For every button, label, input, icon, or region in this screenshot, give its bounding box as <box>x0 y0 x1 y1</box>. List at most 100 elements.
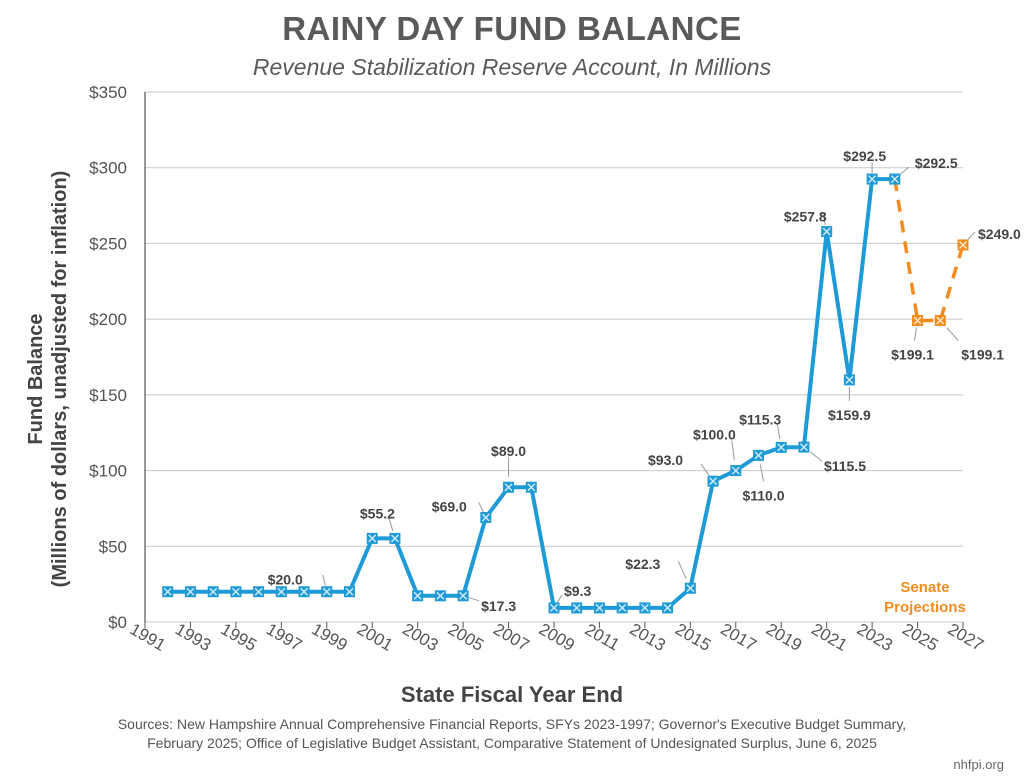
x-tick-labels: 1991 1993 1995 1997 1999 2001 2003 2005 2007 2009… <box>127 620 987 655</box>
annotation-leader <box>388 517 394 532</box>
annotation-leader <box>914 327 918 341</box>
data-point-marker-cross <box>663 603 672 612</box>
senate-note-line2: Projections <box>884 599 966 616</box>
x-tick-label: 2013 <box>627 620 669 655</box>
data-point-marker-cross <box>936 316 945 325</box>
data-labels: $20.0 $55.2 $17.3 $69.0 $89.0 $9.3 $22.3 $93.0 $… <box>268 148 1021 614</box>
annotation-leader <box>556 594 563 604</box>
x-tick-label: 2007 <box>490 620 532 655</box>
data-label: $17.3 <box>481 598 516 614</box>
chart-subtitle: Revenue Stabilization Reserve Account, I… <box>252 54 772 80</box>
y-tick-label: $100 <box>89 462 127 481</box>
sources-note: Sources: New Hampshire Annual Comprehens… <box>0 715 1024 753</box>
data-label: $159.9 <box>828 407 871 423</box>
data-label: $22.3 <box>625 556 660 572</box>
data-point-marker-cross <box>572 603 581 612</box>
credit-text: nhfpi.org <box>953 757 1004 772</box>
data-point-marker-cross <box>459 591 468 600</box>
x-axis-label: State Fiscal Year End <box>400 682 624 707</box>
data-label: $249.0 <box>978 226 1021 242</box>
x-tick-label: 1991 <box>127 620 169 655</box>
chart-title: RAINY DAY FUND BALANCE <box>282 10 742 47</box>
annotation-leader <box>759 464 764 482</box>
data-point-marker-cross <box>481 513 490 522</box>
x-tick-label: 2005 <box>445 620 487 655</box>
x-tick-label: 1999 <box>308 620 350 655</box>
line-chart: $0$50$100$150$200$250$300$350 1991 1993 19… <box>89 83 1021 655</box>
x-tick-label: 2001 <box>354 620 396 655</box>
annotation-leader <box>966 231 976 241</box>
data-point-marker-cross <box>254 587 263 596</box>
annotation-leader <box>731 440 735 461</box>
data-point-marker-cross <box>595 603 604 612</box>
data-label: $100.0 <box>693 427 736 443</box>
sources-line2: February 2025; Office of Legislative Bud… <box>147 735 877 751</box>
data-point-marker-cross <box>913 316 922 325</box>
data-point-marker-cross <box>709 477 718 486</box>
annotation-leaders <box>322 162 976 604</box>
data-point-marker-cross <box>868 175 877 184</box>
y-tick-label: $250 <box>89 234 127 253</box>
x-tick-label: 2009 <box>536 620 578 655</box>
sources-line1: Sources: New Hampshire Annual Comprehens… <box>117 716 907 732</box>
y-tick-labels: $0 $50 $100 $150 $200 $250 $300 $350 <box>89 83 127 632</box>
data-label: $115.5 <box>824 458 866 474</box>
x-tick-label: 2025 <box>899 620 941 655</box>
annotation-leader <box>677 561 687 579</box>
data-label: $292.5 <box>915 155 958 171</box>
x-tick-label: 2021 <box>808 620 850 655</box>
gridlines <box>144 91 964 628</box>
x-tick-label: 2011 <box>582 620 623 655</box>
data-label: $89.0 <box>491 443 526 459</box>
data-label: $292.5 <box>843 148 886 164</box>
data-label: $115.3 <box>739 411 781 427</box>
data-point-marker-cross <box>413 591 422 600</box>
y-tick-label: $150 <box>89 386 127 405</box>
data-point-marker-cross <box>300 587 309 596</box>
data-point-marker-cross <box>209 587 218 596</box>
data-point-marker-cross <box>436 591 445 600</box>
x-tick-label: 2019 <box>763 620 805 655</box>
data-label: $9.3 <box>564 583 591 599</box>
data-point-marker-cross <box>640 603 649 612</box>
annotation-leader <box>478 502 484 513</box>
data-point-marker-cross <box>277 587 286 596</box>
annotation-leader <box>899 166 910 176</box>
annotation-leader <box>946 327 959 341</box>
data-point-marker-cross <box>959 240 967 249</box>
data-point-marker-cross <box>845 375 854 384</box>
x-tick-label: 1997 <box>263 620 305 655</box>
data-point-marker-cross <box>390 534 399 543</box>
projection-line <box>893 178 965 323</box>
y-tick-label: $50 <box>99 537 127 556</box>
data-label: $199.1 <box>961 347 1004 363</box>
y-tick-label: $0 <box>108 613 127 632</box>
annotation-leader <box>468 597 480 602</box>
data-label: $93.0 <box>648 452 683 468</box>
data-point-marker-cross <box>322 587 331 596</box>
data-point-marker-cross <box>618 603 627 612</box>
senate-note-line1: Senate <box>900 579 950 596</box>
x-tick-label: 2023 <box>854 620 896 655</box>
data-label: $69.0 <box>432 499 467 515</box>
data-point-marker-cross <box>686 584 695 593</box>
data-point-marker-cross <box>527 483 536 492</box>
data-label: $20.0 <box>268 572 303 588</box>
data-point-marker-cross <box>231 587 240 596</box>
data-label: $199.1 <box>891 347 934 363</box>
data-point-marker-cross <box>186 587 195 596</box>
data-label: $55.2 <box>360 505 395 521</box>
data-point-marker-cross <box>799 443 808 452</box>
data-point-marker-cross <box>345 587 354 596</box>
senate-projections-note: Senate Projections <box>870 578 980 618</box>
x-tick-label: 2003 <box>399 620 441 655</box>
y-tick-label: $350 <box>89 83 127 102</box>
data-label: $257.8 <box>784 209 827 225</box>
x-tick-label: 2027 <box>945 620 987 655</box>
data-label: $110.0 <box>742 487 784 503</box>
data-point-marker-cross <box>368 534 377 543</box>
y-tick-label: $300 <box>89 159 127 178</box>
series-markers <box>162 173 969 614</box>
data-point-marker-cross <box>163 587 172 596</box>
x-tick-label: 2015 <box>672 620 714 655</box>
